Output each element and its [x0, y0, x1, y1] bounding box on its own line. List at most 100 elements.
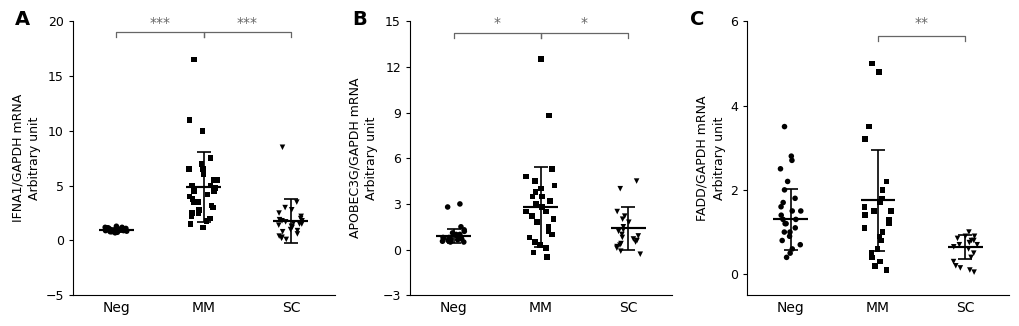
Point	[112, 227, 128, 232]
Point	[451, 232, 468, 237]
Point	[114, 226, 130, 231]
Point	[274, 218, 290, 223]
Point	[614, 224, 631, 230]
Point	[191, 207, 207, 213]
Point	[107, 229, 123, 234]
Point	[783, 158, 799, 163]
Point	[111, 228, 127, 233]
Point	[274, 229, 290, 234]
Y-axis label: IFNA1/GAPDH mRNA
Arbitrary unit: IFNA1/GAPDH mRNA Arbitrary unit	[11, 94, 41, 222]
Point	[533, 186, 549, 191]
Point	[781, 234, 797, 239]
Point	[440, 235, 457, 240]
Point	[775, 187, 792, 192]
Point	[111, 227, 127, 232]
Point	[291, 221, 308, 227]
Point	[109, 230, 125, 235]
Point	[772, 204, 789, 209]
Point	[206, 188, 222, 194]
Point	[613, 216, 630, 222]
Point	[525, 250, 541, 255]
Point	[455, 229, 472, 234]
Point	[184, 196, 201, 201]
Point	[608, 245, 625, 251]
Point	[873, 187, 890, 192]
Point	[871, 259, 888, 264]
Point	[455, 239, 472, 244]
Point	[278, 237, 294, 242]
Point	[527, 178, 543, 184]
Point	[526, 239, 542, 244]
Point	[101, 226, 117, 231]
Point	[968, 242, 984, 247]
Point	[521, 235, 537, 240]
Point	[771, 166, 788, 171]
Point	[945, 244, 961, 249]
Point	[608, 209, 625, 214]
Point	[181, 167, 198, 172]
Point	[112, 227, 128, 232]
Point	[524, 214, 540, 219]
Point	[277, 205, 293, 210]
Point	[611, 243, 628, 248]
Point	[292, 216, 309, 221]
Point	[206, 178, 222, 183]
Point	[779, 179, 795, 184]
Point	[965, 251, 981, 256]
Point	[450, 234, 467, 239]
Point	[282, 227, 299, 232]
Point	[183, 211, 200, 216]
Point	[533, 57, 549, 62]
Point	[117, 226, 133, 231]
Point	[775, 230, 792, 235]
Point	[107, 230, 123, 235]
Point	[435, 236, 451, 241]
Point	[879, 217, 896, 222]
Point	[533, 204, 549, 210]
Point	[786, 196, 802, 201]
Point	[611, 186, 628, 191]
Point	[439, 204, 455, 210]
Point	[783, 154, 799, 159]
Point	[775, 124, 792, 129]
Point	[104, 229, 120, 234]
Point	[873, 230, 890, 235]
Point	[871, 200, 888, 205]
Point	[856, 137, 872, 142]
Point	[630, 233, 646, 239]
Point	[543, 232, 559, 237]
Point	[113, 227, 129, 232]
Point	[792, 242, 808, 247]
Point	[447, 232, 464, 237]
Point	[863, 255, 879, 260]
Point	[962, 238, 978, 243]
Point	[99, 225, 115, 230]
Point	[956, 234, 972, 239]
Point	[448, 233, 465, 239]
Text: ***: ***	[236, 16, 258, 30]
Text: A: A	[15, 10, 31, 29]
Point	[118, 229, 135, 234]
Point	[195, 167, 211, 172]
Point	[863, 61, 879, 66]
Point	[543, 166, 559, 171]
Point	[202, 156, 218, 161]
Point	[949, 236, 965, 241]
Point	[870, 234, 887, 239]
Text: *: *	[493, 16, 500, 30]
Point	[195, 128, 211, 133]
Point	[451, 201, 468, 207]
Point	[877, 179, 894, 184]
Point	[182, 221, 199, 227]
Point	[293, 221, 310, 227]
Point	[608, 244, 625, 249]
Point	[615, 214, 632, 219]
Point	[880, 221, 897, 226]
Point	[856, 213, 872, 218]
Point	[273, 235, 289, 240]
Point	[965, 270, 981, 275]
Point	[540, 224, 556, 230]
Point	[540, 229, 556, 234]
Point	[868, 246, 884, 252]
Point	[185, 188, 202, 194]
